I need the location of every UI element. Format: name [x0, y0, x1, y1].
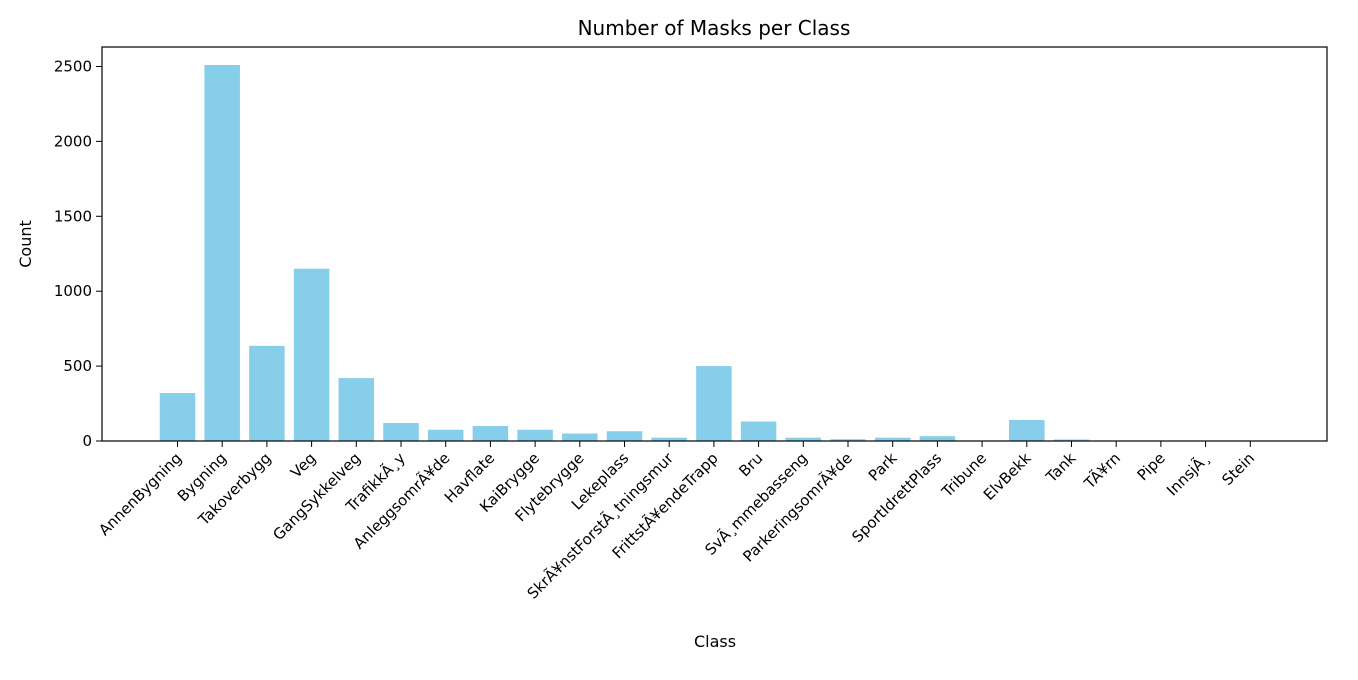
bar: [159, 393, 196, 441]
y-tick-label: 2000: [54, 132, 92, 150]
x-axis-label: Class: [694, 632, 736, 651]
bar: [204, 64, 240, 441]
plot-frame: [101, 46, 1328, 442]
bar: [427, 429, 464, 441]
bar: [874, 437, 911, 441]
bar: [249, 345, 285, 441]
y-tick-label: 2500: [54, 57, 92, 75]
bar: [830, 439, 866, 441]
bar: [293, 268, 330, 441]
bar: [472, 426, 509, 441]
bar: [383, 423, 419, 441]
chart-title: Number of Masks per Class: [578, 16, 851, 40]
bar: [919, 436, 956, 441]
bar: [517, 429, 553, 441]
y-tick-label: 500: [63, 357, 92, 375]
bar: [1009, 420, 1045, 441]
bar: [651, 437, 687, 441]
bar: [1053, 439, 1090, 441]
bars-group: [159, 64, 1269, 441]
bar: [338, 378, 375, 441]
bar: [785, 437, 822, 441]
bar: [562, 433, 598, 441]
bar: [740, 421, 777, 441]
y-tick-label: 1000: [54, 282, 92, 300]
bar: [696, 366, 732, 441]
y-axis-label: Count: [16, 220, 35, 268]
y-tick-label: 0: [82, 432, 92, 450]
y-tick-label: 1500: [54, 207, 92, 225]
bar: [606, 431, 643, 441]
y-axis: 0 500 1000 1500 2000 2500: [54, 57, 102, 450]
